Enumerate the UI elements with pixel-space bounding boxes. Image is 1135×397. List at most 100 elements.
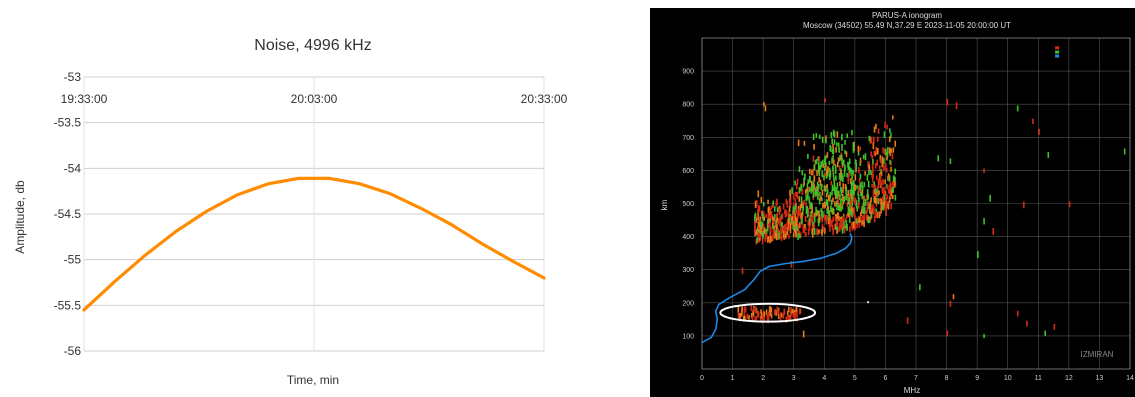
- echo-point: [868, 216, 870, 224]
- echo-point: [743, 310, 746, 316]
- echo-point: [776, 213, 778, 218]
- echo-point: [829, 215, 831, 222]
- echo-point: [765, 309, 768, 316]
- echo-point: [810, 202, 813, 208]
- echo-point: [792, 225, 795, 230]
- echo-point: [757, 213, 760, 221]
- echo-point: [812, 181, 815, 189]
- echo-point: [772, 219, 774, 226]
- echo-point: [889, 150, 891, 156]
- echo-point: [831, 224, 834, 231]
- echo-point: [812, 168, 814, 176]
- echo-point: [883, 131, 886, 139]
- echo-point: [878, 190, 880, 195]
- echo-point: [849, 193, 852, 199]
- echo-point: [838, 165, 841, 171]
- echo-point: [866, 174, 869, 181]
- echo-point: [756, 213, 759, 219]
- echo-point: [887, 173, 890, 178]
- echo-point: [743, 306, 746, 312]
- echo-point: [762, 202, 765, 207]
- echo-point: [788, 206, 791, 212]
- y-tick-label: -53.5: [54, 116, 82, 130]
- echo-point: [852, 145, 855, 153]
- echo-point: [837, 142, 840, 148]
- echo-point: [807, 211, 810, 217]
- echo-point: [847, 206, 850, 213]
- echo-point: [763, 102, 765, 107]
- echo-point: [852, 195, 855, 202]
- echo-point: [850, 178, 852, 185]
- echo-point: [808, 197, 811, 204]
- echo-point: [858, 223, 861, 228]
- echo-point: [782, 227, 785, 235]
- echo-point: [821, 136, 824, 144]
- echo-point: [841, 204, 844, 210]
- echo-point: [831, 157, 833, 164]
- ionogram-x-tick-label: 12: [1065, 375, 1073, 382]
- echo-point: [821, 189, 824, 196]
- echo-point: [792, 204, 795, 209]
- echo-point: [834, 188, 836, 195]
- echo-point: [766, 314, 769, 320]
- echo-point: [848, 171, 850, 177]
- echo-point: [803, 177, 805, 182]
- echo-point: [860, 217, 862, 222]
- echo-point: [879, 165, 881, 172]
- echo-point: [873, 181, 875, 186]
- echo-point: [882, 196, 884, 202]
- echo-point: [741, 267, 744, 275]
- echo-point: [798, 230, 801, 236]
- echo-point: [894, 168, 896, 175]
- echo-point: [867, 301, 870, 304]
- echo-point: [799, 210, 801, 217]
- echo-point: [1123, 148, 1126, 155]
- echo-point: [775, 224, 778, 230]
- echo-point: [848, 158, 851, 165]
- echo-point: [769, 218, 772, 223]
- echo-point: [888, 128, 891, 133]
- echo-point: [848, 166, 851, 173]
- echo-point: [864, 153, 867, 160]
- ionogram-y-tick-label: 900: [682, 69, 694, 76]
- echo-point: [804, 173, 806, 181]
- echo-point: [830, 199, 833, 206]
- echo-point: [890, 160, 892, 166]
- echo-point: [843, 159, 845, 166]
- echo-point: [739, 312, 742, 318]
- echo-point: [838, 215, 840, 221]
- echo-point: [821, 209, 823, 216]
- echo-point: [788, 213, 790, 218]
- echo-point: [767, 206, 770, 212]
- echo-point: [808, 168, 811, 175]
- echo-point: [782, 230, 785, 238]
- echo-point: [884, 163, 887, 170]
- echo-point: [763, 211, 765, 218]
- echo-point: [776, 206, 779, 213]
- echo-point: [851, 212, 854, 217]
- echo-point: [840, 174, 842, 182]
- echo-point: [782, 204, 785, 210]
- echo-point: [868, 164, 871, 171]
- echo-point: [790, 217, 793, 224]
- y-tick-label: -54.5: [54, 207, 82, 221]
- ionogram-title: PARUS-A ionogram: [872, 11, 942, 20]
- echo-point: [766, 225, 769, 232]
- echo-point: [836, 203, 838, 211]
- echo-point: [863, 195, 865, 201]
- echo-point: [836, 220, 839, 226]
- echo-point: [821, 183, 823, 188]
- echo-point: [827, 208, 829, 215]
- echo-point: [873, 126, 876, 133]
- ionogram-legend-marks: [1055, 46, 1060, 58]
- echo-point: [806, 183, 809, 191]
- echo-point: [837, 190, 839, 196]
- ionogram-y-tick-label: 600: [682, 168, 694, 175]
- echo-point: [767, 218, 769, 224]
- echo-point: [890, 190, 893, 197]
- echo-point: [845, 224, 847, 229]
- echo-point: [1047, 151, 1050, 158]
- echo-point: [886, 185, 889, 190]
- echo-point: [866, 201, 869, 207]
- echo-point: [869, 207, 871, 214]
